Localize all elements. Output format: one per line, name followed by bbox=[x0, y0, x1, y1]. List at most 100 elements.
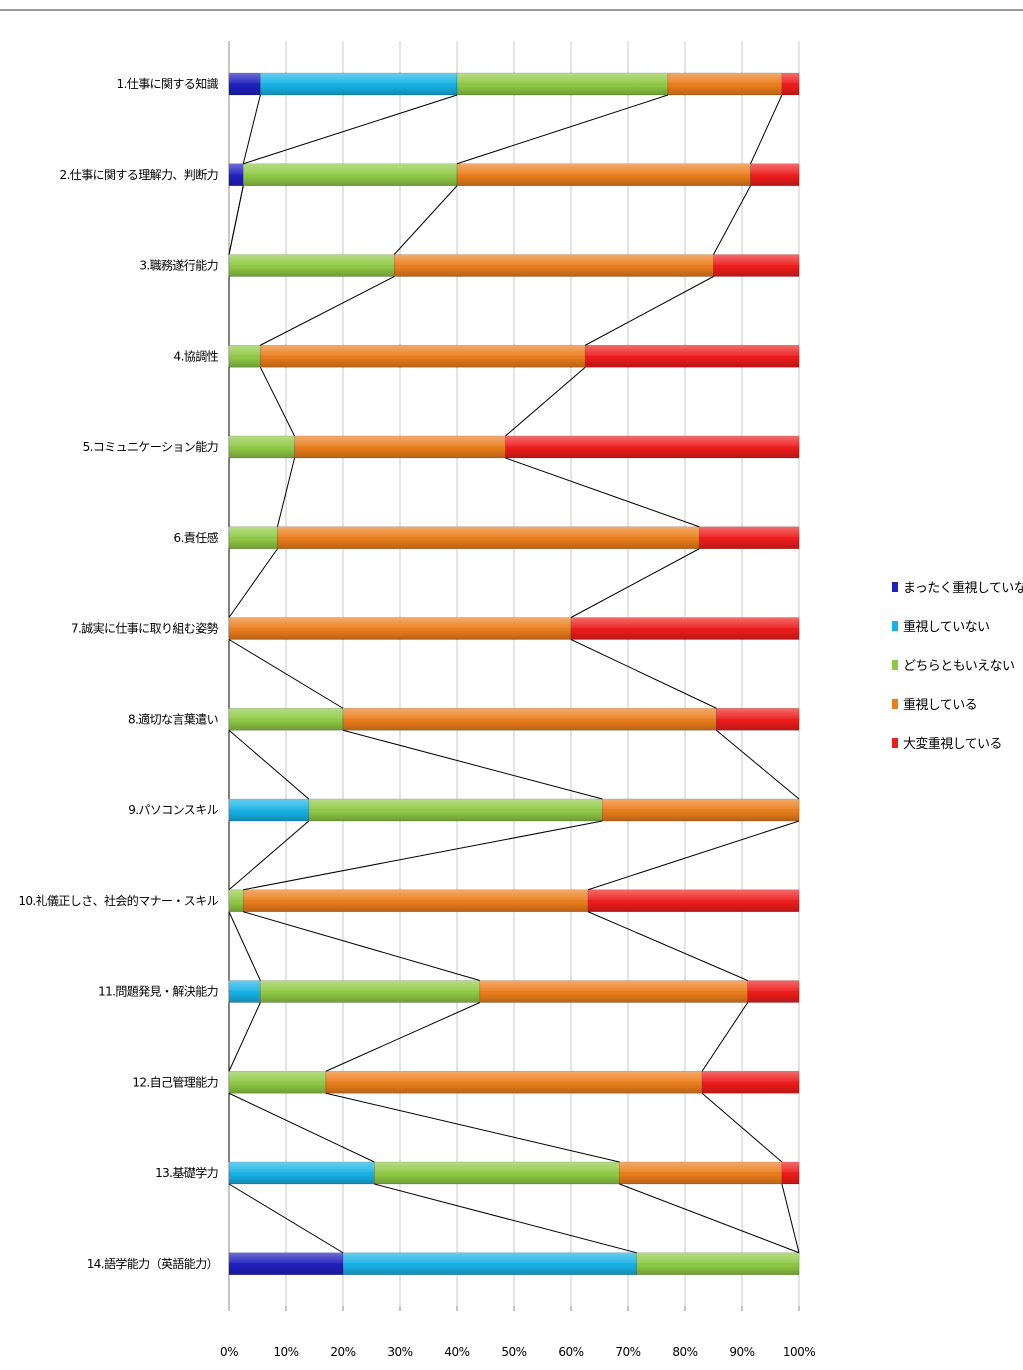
x-axis-tick-labels: 0% 10% 20% 30% 40% 50% 60% 70% 80% 90% 100% bbox=[220, 1345, 816, 1359]
bar-segment-shade bbox=[374, 1162, 620, 1184]
series-line bbox=[505, 366, 586, 437]
legend-label: 重視している bbox=[903, 697, 977, 713]
series-line bbox=[228, 548, 278, 618]
bar-segment-shade bbox=[325, 1071, 703, 1094]
legend-label: 大変重視している bbox=[903, 736, 1002, 752]
series-line bbox=[325, 1002, 481, 1072]
series-line bbox=[750, 94, 783, 164]
series-line bbox=[228, 1002, 261, 1072]
x-tick-label: 60% bbox=[558, 1345, 583, 1359]
series-line bbox=[228, 729, 310, 800]
series-line bbox=[456, 94, 669, 165]
legend-label: 重視していない bbox=[903, 619, 989, 635]
series-line bbox=[342, 729, 603, 800]
series-line bbox=[716, 729, 800, 800]
series-line bbox=[228, 911, 261, 981]
series-line bbox=[325, 1092, 620, 1163]
gridlines bbox=[228, 41, 800, 1311]
bar-segment-shade bbox=[260, 345, 586, 368]
series-line bbox=[259, 367, 295, 437]
bar-segment-shade bbox=[394, 254, 714, 277]
series-line bbox=[243, 820, 603, 891]
bar-segment-shade bbox=[716, 708, 799, 731]
x-tick-label: 20% bbox=[330, 1345, 355, 1359]
category-label: 4.協調性 bbox=[174, 348, 219, 363]
series-line bbox=[242, 94, 261, 164]
bar-segment-shade bbox=[229, 617, 571, 640]
legend-swatch bbox=[892, 582, 898, 592]
series-line bbox=[228, 820, 310, 891]
bar-segment-shade bbox=[781, 73, 799, 95]
x-tick-label: 50% bbox=[501, 1345, 526, 1359]
bar-segment-shade bbox=[260, 73, 457, 95]
bar-segment-shade bbox=[457, 163, 751, 186]
series-line bbox=[228, 185, 244, 255]
series-line bbox=[505, 457, 700, 528]
category-labels: 1.仕事に関する知識 2.仕事に関する理解力、判断力 3.職務遂行能力 4.協調性 5.… bbox=[18, 77, 219, 1271]
series-lines bbox=[228, 94, 800, 1254]
bar-segment-shade bbox=[571, 617, 799, 640]
bar-segment-shade bbox=[229, 980, 261, 1003]
series-line bbox=[713, 185, 751, 255]
x-tick-label: 90% bbox=[729, 1345, 754, 1359]
bar-segment-shade bbox=[667, 73, 782, 95]
legend-label: まったく重視していない bbox=[903, 580, 1023, 596]
category-label: 8.適切な言葉遣い bbox=[128, 711, 219, 726]
x-tick-label: 100% bbox=[783, 1345, 815, 1359]
series-line bbox=[701, 1092, 783, 1163]
bar-segment-shade bbox=[229, 254, 395, 277]
bar-segment-shade bbox=[479, 980, 748, 1003]
bar-segment-shade bbox=[747, 980, 799, 1003]
x-tick-label: 30% bbox=[387, 1345, 412, 1359]
bar-segment-shade bbox=[602, 799, 799, 821]
bar-segment-shade bbox=[229, 436, 295, 458]
category-label: 11.問題発見・解決能力 bbox=[98, 985, 218, 999]
category-label: 3.職務遂行能力 bbox=[139, 259, 218, 273]
bar-segment-shade bbox=[229, 708, 343, 731]
series-line bbox=[701, 1002, 749, 1072]
legend: まったく重視していない重視していないどちらともいえない重視している大変重視してい… bbox=[892, 580, 1023, 752]
bar-segment-shade bbox=[229, 73, 261, 95]
series-line bbox=[276, 457, 296, 527]
series-line bbox=[243, 911, 480, 981]
bar-segment-shade bbox=[585, 345, 799, 368]
category-label: 12.自己管理能力 bbox=[132, 1074, 218, 1089]
series-line bbox=[585, 276, 714, 346]
x-tick-label: 40% bbox=[444, 1345, 469, 1359]
bar-segment-shade bbox=[781, 1162, 799, 1184]
bar-segment-shade bbox=[343, 708, 717, 731]
series-line bbox=[570, 639, 717, 709]
bar-segment-shade bbox=[636, 1252, 799, 1275]
series-line bbox=[228, 1092, 375, 1163]
bar-segment-shade bbox=[457, 73, 668, 95]
legend-swatch bbox=[892, 621, 898, 631]
bar-segment-shade bbox=[260, 980, 480, 1003]
bar-segment-shade bbox=[750, 163, 799, 186]
category-label: 1.仕事に関する知識 bbox=[117, 77, 219, 91]
bar-segment-shade bbox=[308, 799, 603, 821]
series-line bbox=[570, 548, 700, 618]
bars bbox=[228, 72, 800, 1276]
bar-segment-shade bbox=[229, 799, 309, 821]
series-line bbox=[228, 639, 344, 709]
series-line bbox=[587, 820, 800, 891]
bar-segment-shade bbox=[229, 1252, 343, 1275]
category-label: 13.基礎学力 bbox=[155, 1165, 218, 1180]
series-line bbox=[619, 1183, 800, 1254]
category-label: 2.仕事に関する理解力、判断力 bbox=[60, 167, 218, 182]
category-label: 10.礼儀正しさ、社会的マナー・スキル bbox=[18, 893, 218, 908]
bar-segment-shade bbox=[294, 436, 506, 458]
bar-segment-shade bbox=[229, 1071, 326, 1094]
series-line bbox=[228, 1183, 344, 1254]
bar-segment-shade bbox=[243, 163, 457, 186]
bar-segment-shade bbox=[505, 436, 799, 458]
legend-label: どちらともいえない bbox=[903, 659, 1014, 674]
bar-segment-shade bbox=[229, 345, 261, 368]
bar-segment-shade bbox=[619, 1162, 782, 1184]
x-tick-label: 70% bbox=[615, 1345, 640, 1359]
bar-segment-shade bbox=[588, 889, 799, 912]
category-label: 14.語学能力（英語能力） bbox=[87, 1256, 218, 1271]
category-label: 9.パソコンスキル bbox=[128, 803, 218, 817]
series-line bbox=[260, 276, 395, 346]
